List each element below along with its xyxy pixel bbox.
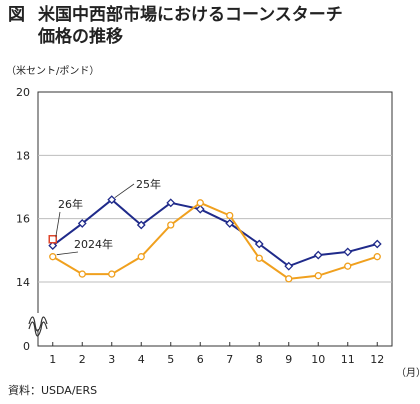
title-line-2: 価格の推移 [38, 27, 123, 47]
axis-break-mask [29, 313, 47, 329]
x-tick-label: 10 [311, 353, 325, 366]
title-line-1: 米国中西部市場におけるコーンスターチ [38, 5, 343, 25]
data-point [48, 241, 58, 251]
data-point [195, 204, 205, 214]
data-point [313, 250, 323, 260]
leader-line [55, 211, 61, 238]
y-tick-label: 20 [16, 86, 30, 99]
series-label-2024: 2024年 [74, 237, 113, 251]
series-label-25: 25年 [136, 177, 161, 191]
x-tick-label: 12 [370, 353, 384, 366]
data-point [108, 270, 116, 278]
y-tick-label: 14 [16, 276, 30, 289]
data-point [373, 253, 381, 261]
data-point [255, 254, 263, 262]
data-point [136, 220, 146, 230]
data-point [314, 272, 322, 280]
data-point [196, 199, 204, 207]
y-tick-label: 16 [16, 213, 30, 226]
x-tick-label: 8 [256, 353, 263, 366]
x-tick-label: 7 [226, 353, 233, 366]
x-tick-label: 6 [197, 353, 204, 366]
x-tick-label: 11 [341, 353, 355, 366]
data-point [284, 261, 294, 271]
x-tick-label: 3 [108, 353, 115, 366]
leader-line [56, 251, 79, 256]
x-tick-label: 5 [167, 353, 174, 366]
leader-line [114, 183, 135, 198]
data-point [343, 247, 353, 257]
figure-label: 図 [8, 5, 25, 25]
y-tick-label: 18 [16, 149, 30, 162]
series-line [52, 201, 378, 280]
unit-label: （米セント/ポンド） [6, 66, 100, 77]
data-point [372, 239, 382, 249]
source-note: 資料：USDA/ERS [8, 384, 98, 397]
data-point [225, 218, 235, 228]
data-point [285, 275, 293, 283]
data-point [344, 262, 352, 270]
data-point [137, 253, 145, 261]
series-line [52, 198, 378, 268]
data-point [226, 211, 234, 220]
data-point [78, 270, 86, 278]
data-point [167, 221, 175, 229]
chart-title: 図米国中西部市場におけるコーンスターチ 価格の推移 [8, 4, 416, 48]
data-point [107, 195, 117, 205]
data-point [77, 218, 87, 228]
x-axis-label: （月） [396, 367, 420, 379]
x-tick-label: 4 [138, 353, 145, 366]
x-tick-label: 9 [285, 353, 292, 366]
data-point [254, 239, 264, 249]
x-tick-label: 1 [49, 353, 56, 366]
x-tick-label: 2 [79, 353, 86, 366]
data-point [49, 253, 57, 261]
axis-break-symbol [28, 321, 48, 337]
data-point [166, 198, 176, 208]
axis-break-symbol [28, 316, 48, 332]
y-tick-label: 0 [23, 340, 30, 353]
data-point [48, 235, 57, 244]
series-label-26: 26年 [58, 197, 83, 211]
